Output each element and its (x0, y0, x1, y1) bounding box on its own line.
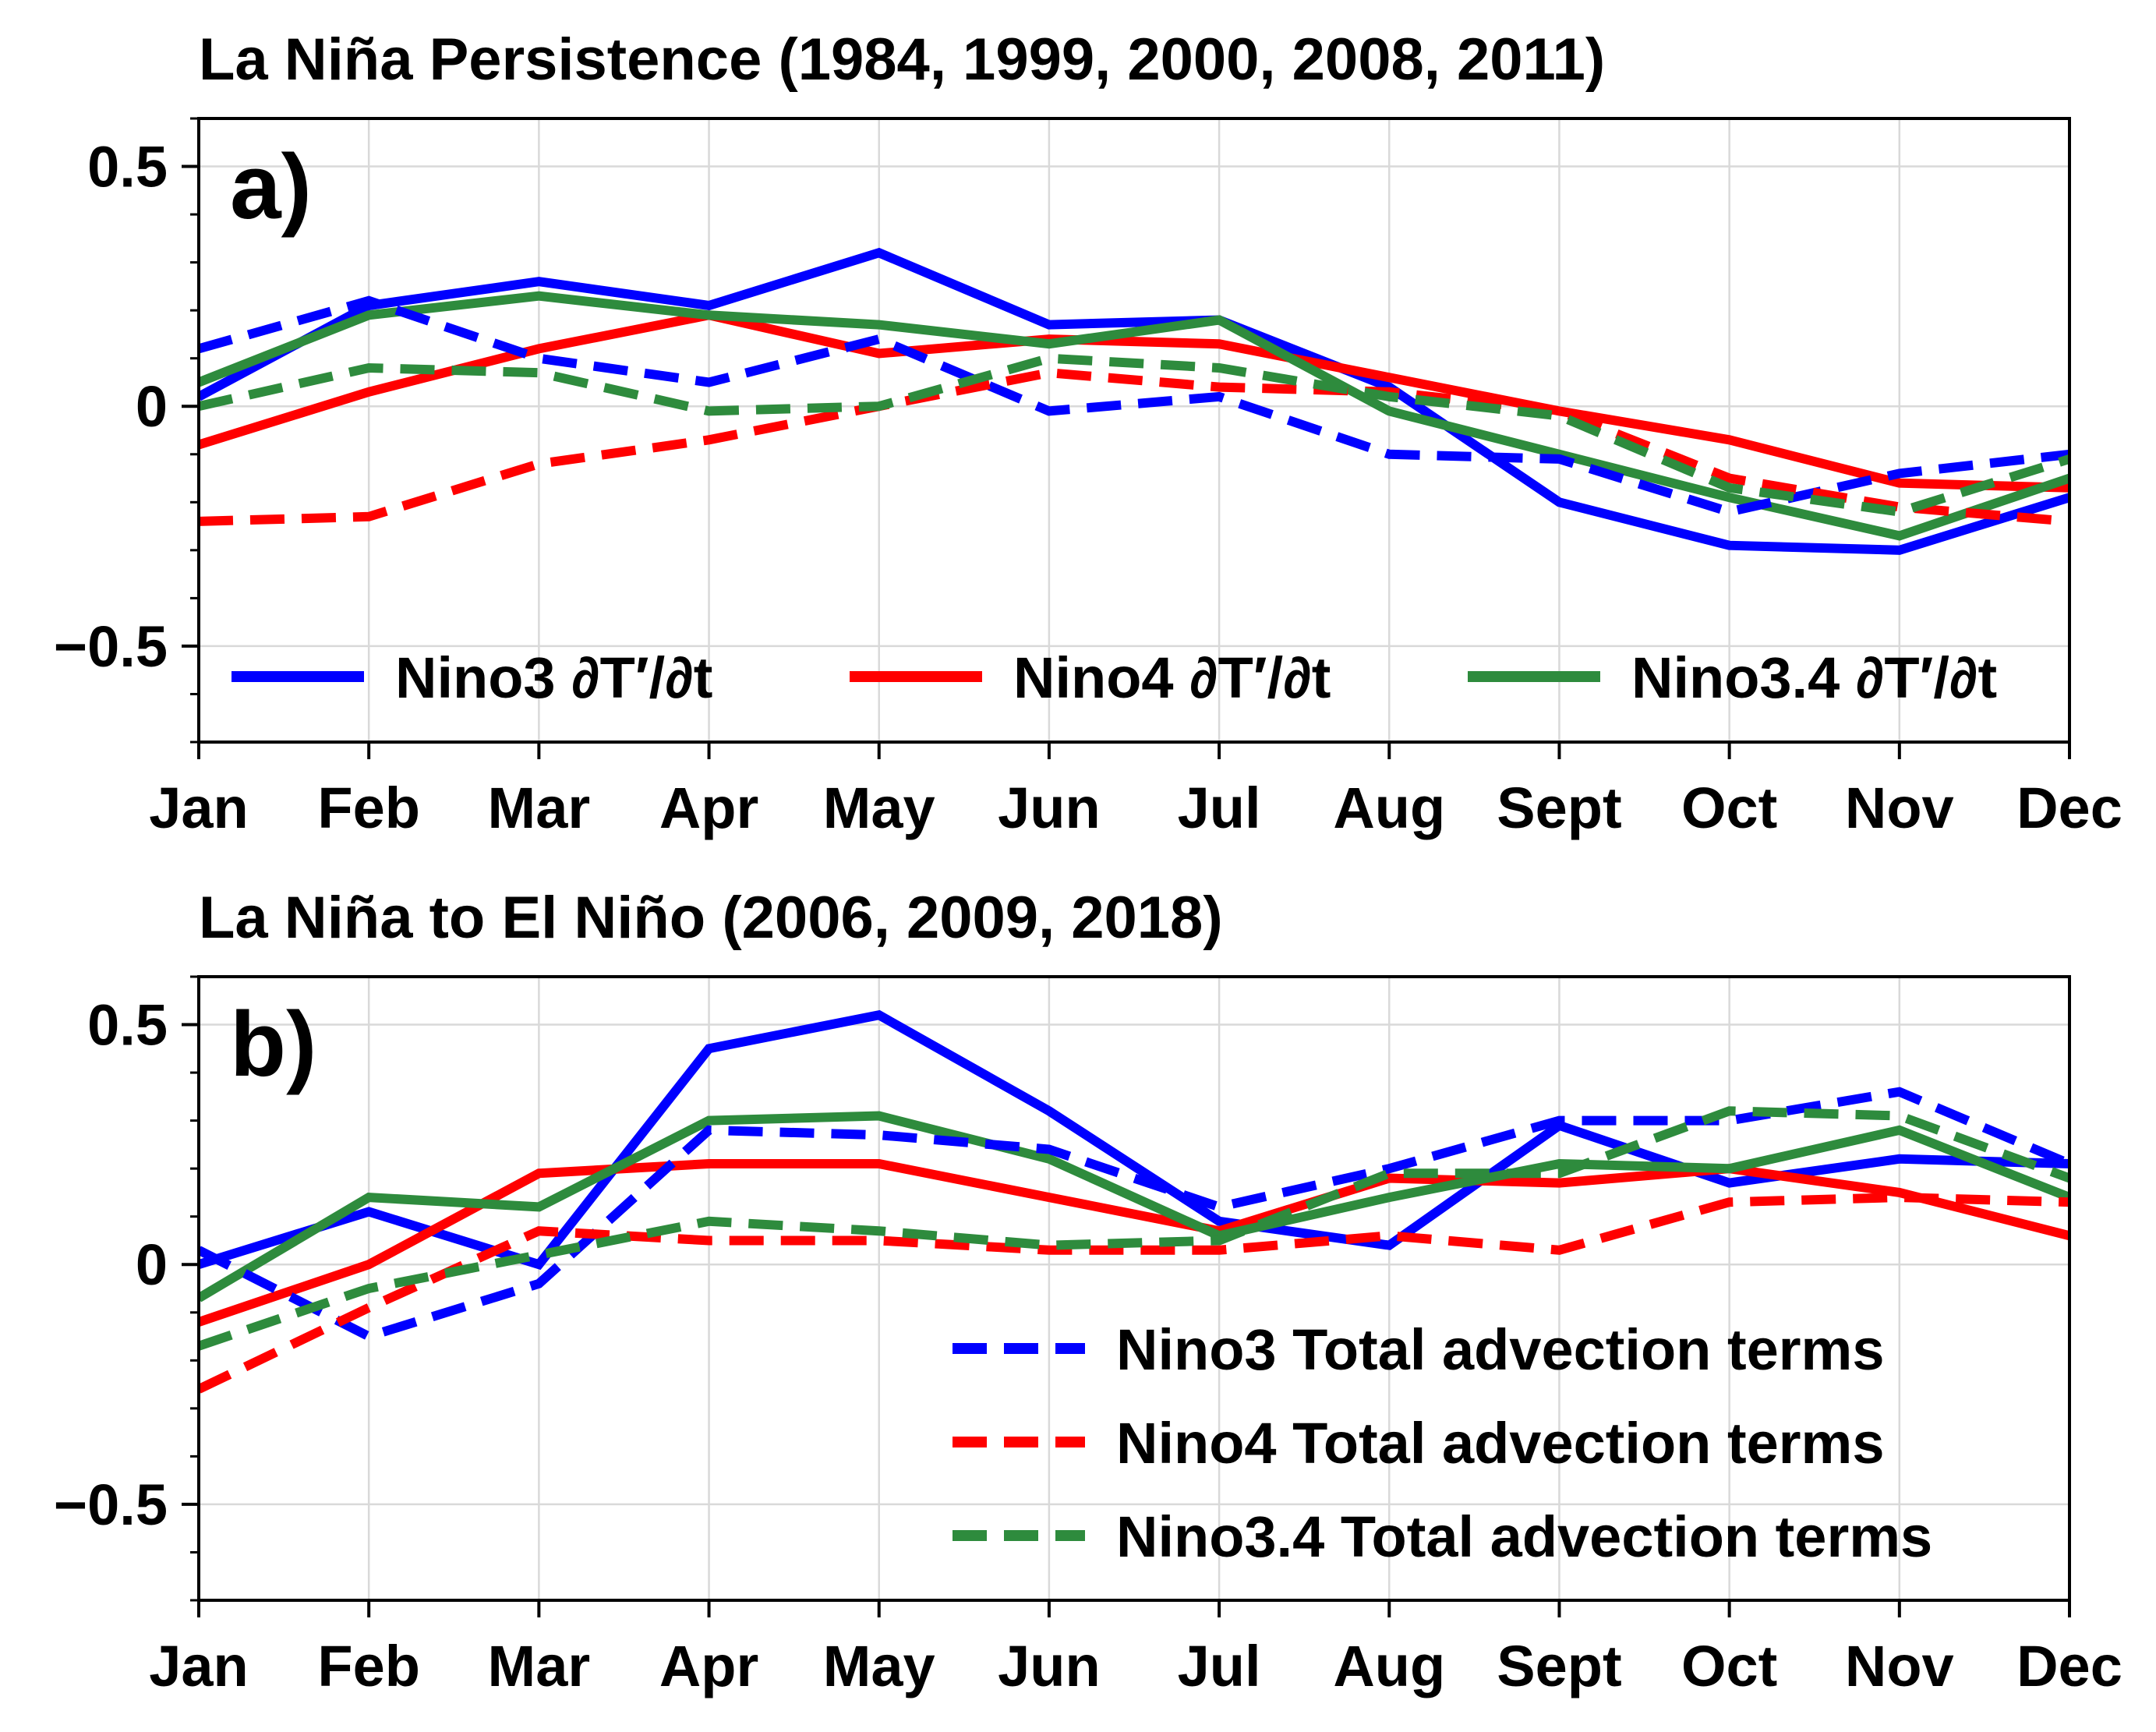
legend-label: Nino3.4 ∂T′/∂t (1631, 645, 1997, 710)
series-line-nino3-solid (199, 253, 2069, 550)
y-tick-label: −0.5 (54, 614, 168, 679)
x-tick-label: Sept (1497, 776, 1621, 840)
panel-label: a) (230, 136, 312, 239)
x-tick-label: Mar (488, 776, 591, 840)
x-tick-label: Nov (1845, 1634, 1954, 1698)
y-tick-label: 0.5 (87, 993, 168, 1058)
chart-title: La Niña to El Niño (2006, 2009, 2018) (199, 885, 1223, 951)
x-tick-label: Jun (998, 776, 1101, 840)
x-tick-label: May (823, 776, 935, 840)
x-tick-label: Jul (1178, 776, 1261, 840)
x-tick-label: Jun (998, 1634, 1101, 1698)
y-tick-label: 0 (136, 374, 168, 439)
panel-b: Jan Feb Mar Apr May Jun Jul Aug Sept Oct Nov Dec −0.… (54, 885, 2122, 1698)
x-tick-label: Dec (2016, 776, 2122, 840)
legend-label: Nino3 Total advection terms (1116, 1317, 1885, 1382)
x-tick-label: Apr (659, 776, 758, 840)
y-tick-label: −0.5 (54, 1472, 168, 1537)
x-tick-label: Oct (1681, 1634, 1777, 1698)
x-tick-label: Jul (1178, 1634, 1261, 1698)
series-line-nino4-solid (199, 315, 2069, 488)
legend: Nino3 Total advection terms Nino4 Total a… (953, 1317, 1932, 1569)
x-tick-label: Feb (317, 776, 420, 840)
legend-label: Nino4 Total advection terms (1116, 1411, 1885, 1476)
x-tick-label: Apr (659, 1634, 758, 1698)
x-tick-label: Feb (317, 1634, 420, 1698)
x-tick-label: Dec (2016, 1634, 2122, 1698)
x-tick-label: May (823, 1634, 935, 1698)
legend-label: Nino4 ∂T′/∂t (1013, 645, 1331, 710)
legend: Nino3 ∂T′/∂t Nino4 ∂T′/∂t Nino3.4 ∂T′/∂t (232, 645, 1997, 710)
x-tick-label: Oct (1681, 776, 1777, 840)
x-tick-label: Nov (1845, 776, 1954, 840)
x-tick-label: Aug (1333, 776, 1445, 840)
legend-label: Nino3 ∂T′/∂t (395, 645, 712, 710)
y-tick-label: 0 (136, 1232, 168, 1297)
series-line-nino3-solid (199, 1015, 2069, 1264)
x-tick-label: Sept (1497, 1634, 1621, 1698)
legend-label: Nino3.4 Total advection terms (1116, 1504, 1932, 1569)
x-tick-label: Jan (149, 1634, 249, 1698)
x-tick-label: Aug (1333, 1634, 1445, 1698)
y-tick-label: 0.5 (87, 135, 168, 200)
chart-title: La Niña Persistence (1984, 1999, 2000, 2… (199, 27, 1605, 93)
x-tick-label: Mar (488, 1634, 591, 1698)
panel-label: b) (230, 993, 316, 1096)
series-line-nino34-dashed (199, 1111, 2069, 1346)
panel-a: Jan Feb Mar Apr May Jun Jul Aug Sept Oct Nov Dec −0.… (54, 27, 2122, 840)
x-tick-label: Jan (149, 776, 249, 840)
series-lines (199, 253, 2069, 550)
